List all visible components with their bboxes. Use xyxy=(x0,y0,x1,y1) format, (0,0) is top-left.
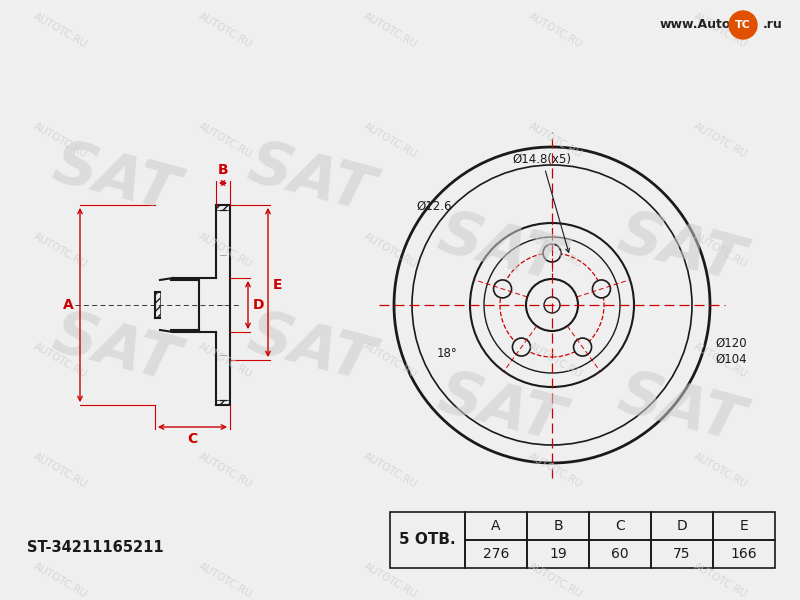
Text: Ø14.8(x5): Ø14.8(x5) xyxy=(513,152,571,252)
Text: D: D xyxy=(677,519,687,533)
Bar xyxy=(171,278,199,280)
Text: AUTOTC.RU: AUTOTC.RU xyxy=(197,230,254,269)
Bar xyxy=(527,512,589,540)
Circle shape xyxy=(593,280,610,298)
Text: SAT: SAT xyxy=(46,135,184,225)
Bar xyxy=(171,330,199,332)
Text: AUTOTC.RU: AUTOTC.RU xyxy=(691,341,749,379)
Text: AUTOTC.RU: AUTOTC.RU xyxy=(31,451,89,490)
Text: B: B xyxy=(553,519,563,533)
Circle shape xyxy=(513,338,530,356)
Bar xyxy=(589,512,651,540)
Text: AUTOTC.RU: AUTOTC.RU xyxy=(526,11,583,49)
Text: AUTOTC.RU: AUTOTC.RU xyxy=(197,341,254,379)
Circle shape xyxy=(729,11,757,39)
Text: AUTOTC.RU: AUTOTC.RU xyxy=(691,560,749,599)
Text: 5 ОТВ.: 5 ОТВ. xyxy=(399,533,456,547)
Text: AUTOTC.RU: AUTOTC.RU xyxy=(31,560,89,599)
Bar xyxy=(216,400,230,405)
Bar xyxy=(216,205,230,210)
Text: A: A xyxy=(62,298,74,312)
Text: AUTOTC.RU: AUTOTC.RU xyxy=(362,451,418,490)
Text: www.Auto: www.Auto xyxy=(659,19,730,31)
Circle shape xyxy=(543,244,561,262)
Text: SAT: SAT xyxy=(241,305,379,395)
Text: .ru: .ru xyxy=(763,19,782,31)
Text: AUTOTC.RU: AUTOTC.RU xyxy=(362,121,418,160)
Text: AUTOTC.RU: AUTOTC.RU xyxy=(197,451,254,490)
Text: E: E xyxy=(740,519,748,533)
Text: AUTOTC.RU: AUTOTC.RU xyxy=(526,230,583,269)
Text: AUTOTC.RU: AUTOTC.RU xyxy=(31,230,89,269)
Text: B: B xyxy=(218,163,228,177)
Text: A: A xyxy=(491,519,501,533)
Text: 18°: 18° xyxy=(437,347,458,360)
Text: AUTOTC.RU: AUTOTC.RU xyxy=(362,230,418,269)
Text: 60: 60 xyxy=(611,547,629,561)
Text: AUTOTC.RU: AUTOTC.RU xyxy=(362,11,418,49)
Bar xyxy=(465,512,527,540)
Text: AUTOTC.RU: AUTOTC.RU xyxy=(362,560,418,599)
Text: SAT: SAT xyxy=(241,135,379,225)
Bar xyxy=(713,512,775,540)
Circle shape xyxy=(494,280,511,298)
Text: TC: TC xyxy=(735,20,751,30)
Text: C: C xyxy=(187,432,198,446)
Text: AUTOTC.RU: AUTOTC.RU xyxy=(31,341,89,379)
Text: AUTOTC.RU: AUTOTC.RU xyxy=(31,121,89,160)
Text: AUTOTC.RU: AUTOTC.RU xyxy=(197,121,254,160)
Text: AUTOTC.RU: AUTOTC.RU xyxy=(197,560,254,599)
Text: SAT: SAT xyxy=(611,365,749,455)
Text: AUTOTC.RU: AUTOTC.RU xyxy=(526,121,583,160)
Text: AUTOTC.RU: AUTOTC.RU xyxy=(526,341,583,379)
Text: SAT: SAT xyxy=(46,305,184,395)
Bar xyxy=(713,540,775,568)
Text: SAT: SAT xyxy=(431,365,569,455)
Circle shape xyxy=(574,338,591,356)
Bar xyxy=(651,512,713,540)
Text: Ø104: Ø104 xyxy=(715,353,746,366)
Text: AUTOTC.RU: AUTOTC.RU xyxy=(31,11,89,49)
Text: Ø120: Ø120 xyxy=(715,337,746,350)
Text: E: E xyxy=(274,278,282,292)
Text: SAT: SAT xyxy=(611,205,749,295)
Text: AUTOTC.RU: AUTOTC.RU xyxy=(691,121,749,160)
Text: D: D xyxy=(252,298,264,312)
Text: AUTOTC.RU: AUTOTC.RU xyxy=(691,11,749,49)
Bar xyxy=(465,540,527,568)
Bar xyxy=(651,540,713,568)
Bar xyxy=(589,540,651,568)
Text: 75: 75 xyxy=(674,547,690,561)
Text: 276: 276 xyxy=(483,547,509,561)
Text: ST-34211165211: ST-34211165211 xyxy=(26,541,163,556)
Text: AUTOTC.RU: AUTOTC.RU xyxy=(691,230,749,269)
Bar xyxy=(390,512,465,568)
Text: AUTOTC.RU: AUTOTC.RU xyxy=(526,560,583,599)
Bar xyxy=(527,540,589,568)
Text: AUTOTC.RU: AUTOTC.RU xyxy=(197,11,254,49)
Text: AUTOTC.RU: AUTOTC.RU xyxy=(526,451,583,490)
Text: SAT: SAT xyxy=(431,205,569,295)
Text: C: C xyxy=(615,519,625,533)
Text: 19: 19 xyxy=(549,547,567,561)
Text: Ø12.6: Ø12.6 xyxy=(416,200,452,213)
Text: AUTOTC.RU: AUTOTC.RU xyxy=(362,341,418,379)
Text: AUTOTC.RU: AUTOTC.RU xyxy=(691,451,749,490)
Bar xyxy=(155,292,160,318)
Text: 166: 166 xyxy=(730,547,758,561)
